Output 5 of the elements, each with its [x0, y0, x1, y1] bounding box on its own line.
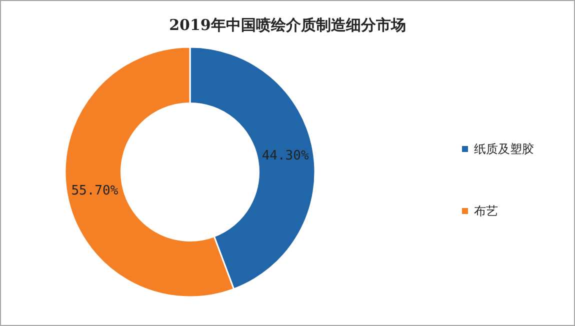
chart-title: 2019年中国喷绘介质制造细分市场	[169, 16, 406, 34]
legend-label: 纸质及塑胶	[474, 142, 534, 156]
data-label: 44.30%	[262, 148, 309, 164]
data-label: 55.70%	[71, 183, 118, 198]
legend-label: 布艺	[474, 204, 498, 218]
